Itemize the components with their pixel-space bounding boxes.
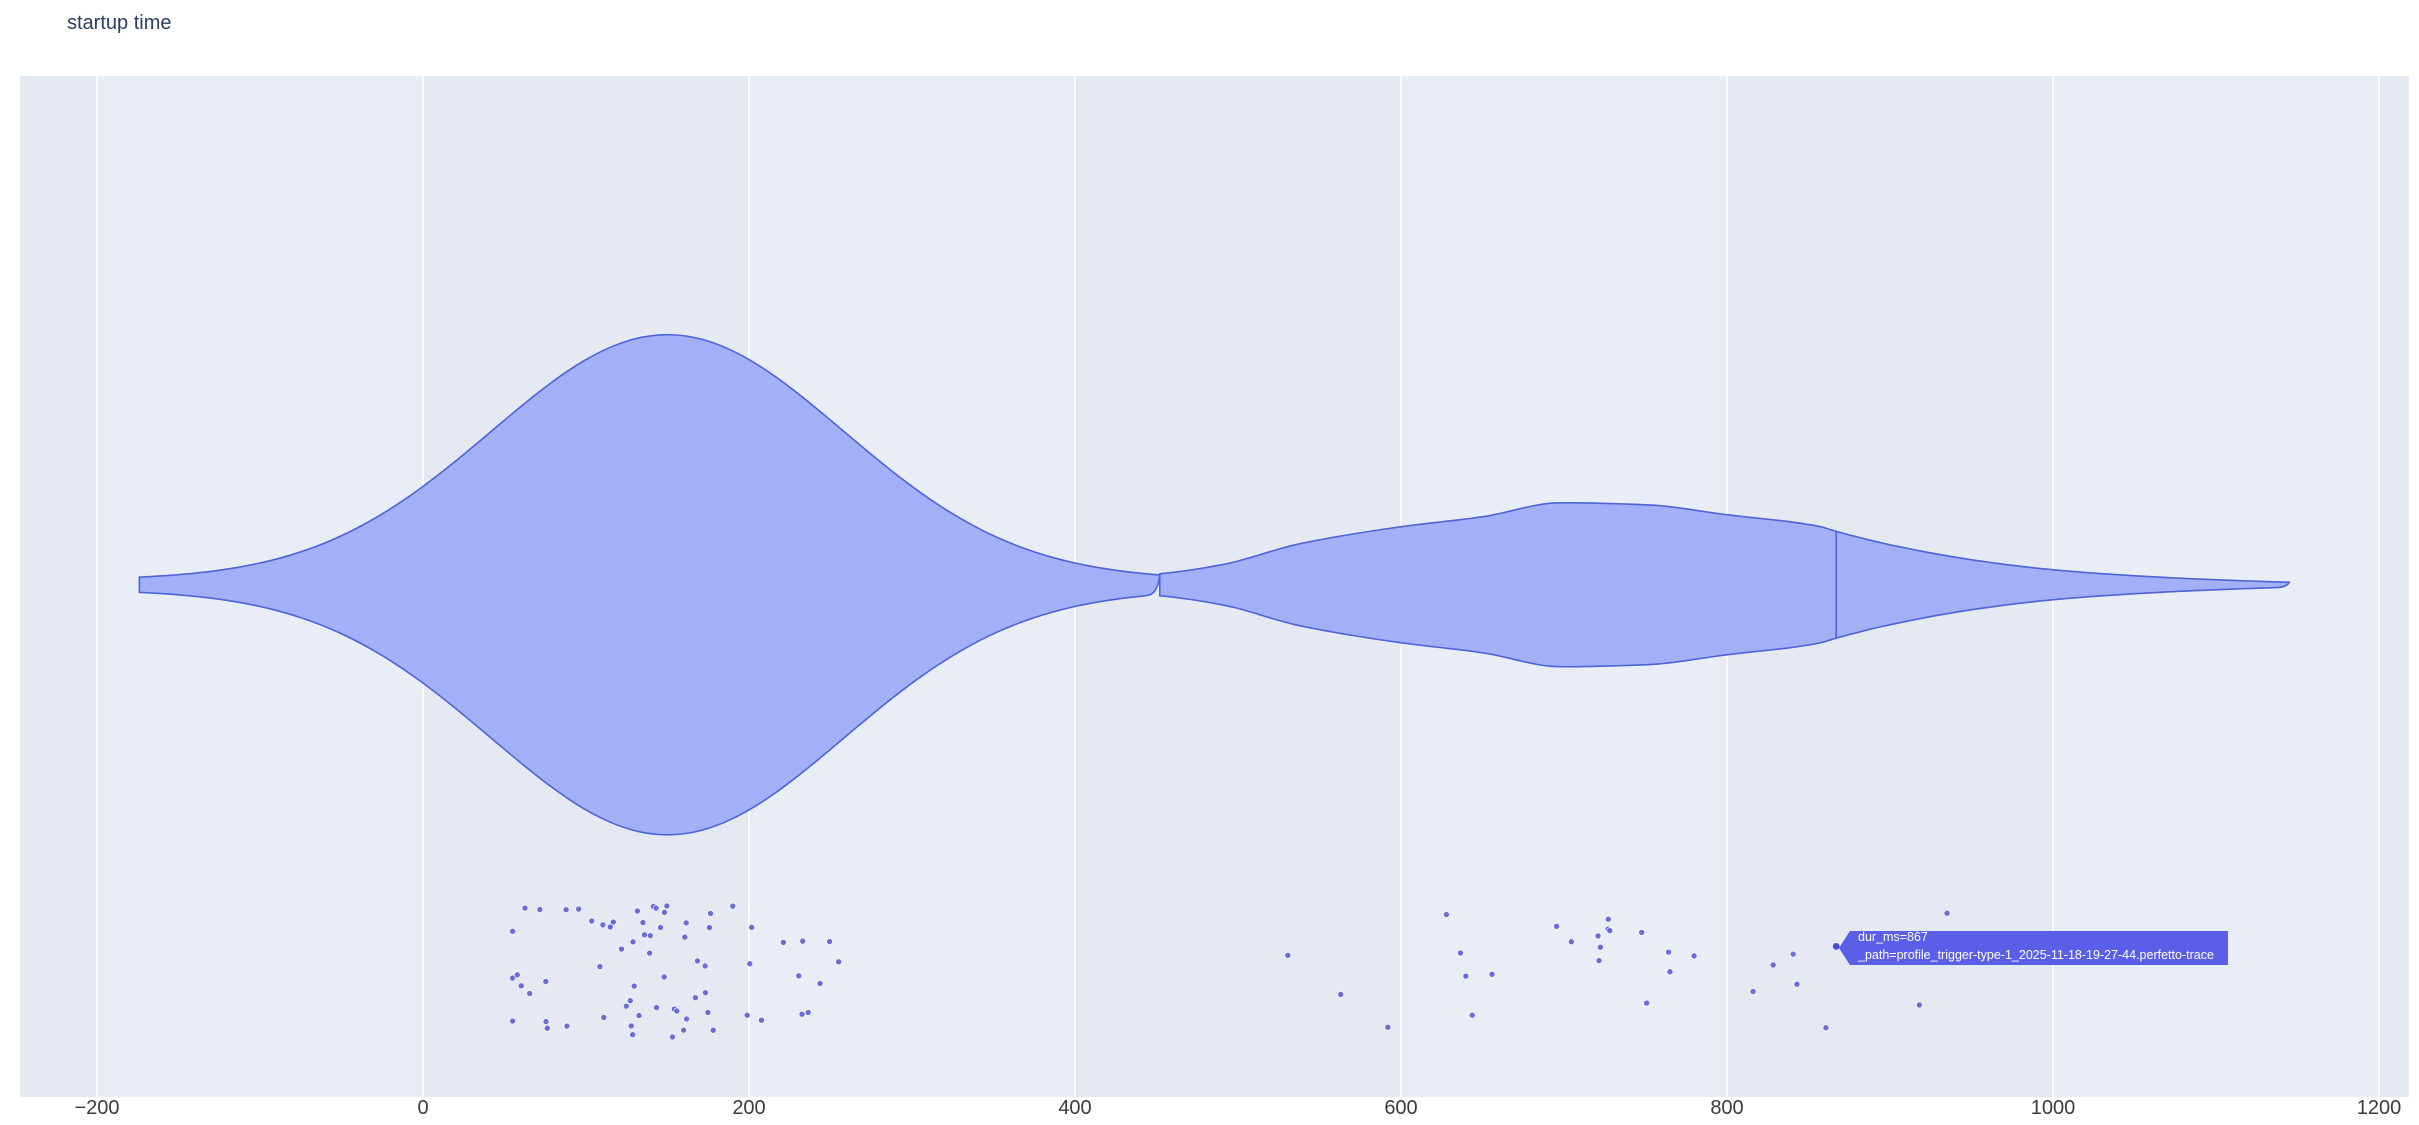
svg-text:_path=profile_trigger-type-1_2: _path=profile_trigger-type-1_2025-11-18-… xyxy=(1857,948,2214,962)
svg-text:400: 400 xyxy=(1058,1097,1091,1119)
svg-text:−200: −200 xyxy=(74,1097,119,1119)
svg-text:800: 800 xyxy=(1710,1097,1743,1119)
svg-text:0: 0 xyxy=(417,1097,428,1119)
svg-text:dur_ms=867: dur_ms=867 xyxy=(1858,930,1928,944)
svg-text:1000: 1000 xyxy=(2031,1097,2076,1119)
svg-text:200: 200 xyxy=(732,1097,765,1119)
svg-text:600: 600 xyxy=(1384,1097,1417,1119)
svg-text:1200: 1200 xyxy=(2357,1097,2402,1119)
